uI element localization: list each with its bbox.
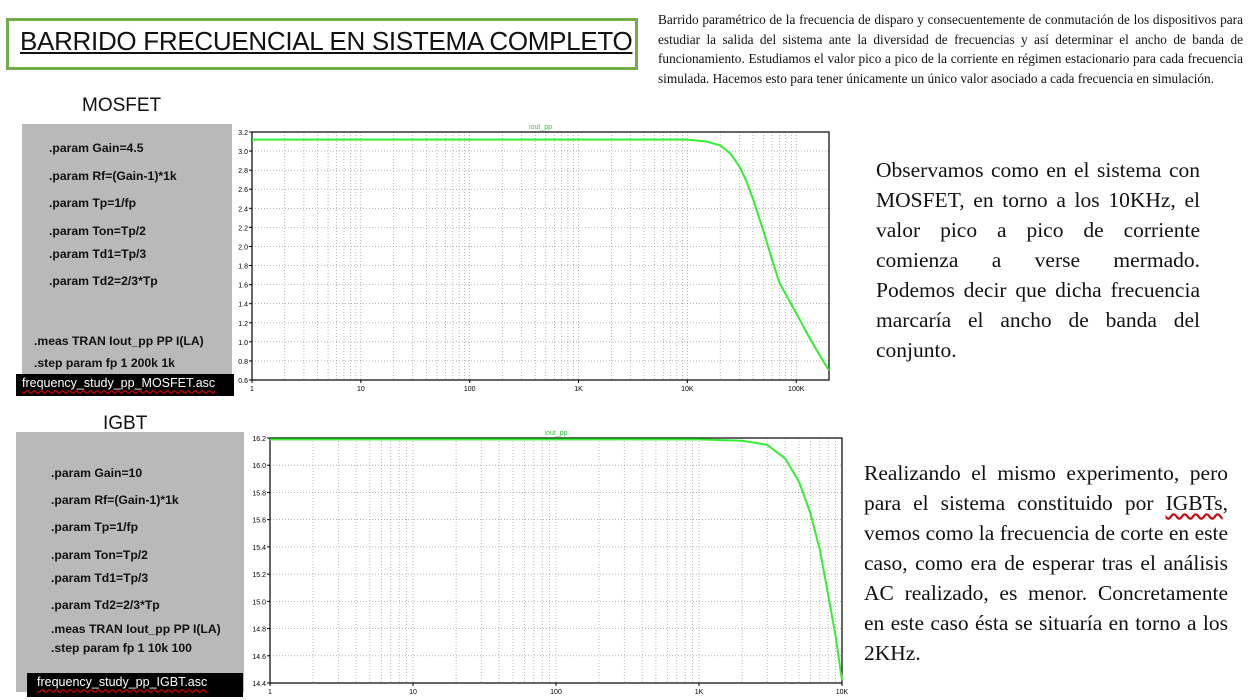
code-line: .param Rf=(Gain-1)*1k (51, 493, 179, 507)
x-tick-label: 1 (250, 386, 254, 393)
y-tick-label: 2.0 (238, 244, 248, 251)
code-line: .param Td1=Tp/3 (51, 571, 149, 585)
y-tick-label: 2.6 (238, 187, 248, 194)
code-line: .param Ton=Tp/2 (51, 548, 148, 562)
code-line: .param Tp=1/fp (49, 196, 137, 210)
x-tick-label: 1K (574, 386, 583, 393)
y-tick-label: 3.2 (238, 130, 248, 137)
y-tick-label: 14.6 (252, 654, 266, 661)
y-tick-label: 1.6 (238, 283, 248, 290)
y-tick-label: 0.8 (238, 359, 248, 366)
code-line: .param Rf=(Gain-1)*1k (49, 169, 177, 183)
y-tick-label: 14.4 (252, 681, 266, 688)
plot-area (252, 132, 829, 380)
y-tick-label: 1.4 (238, 302, 248, 309)
intro-paragraph: Barrido paramétrico de la frecuencia de … (658, 12, 1243, 87)
mosfet-description: Observamos como en el sistema con MOSFET… (876, 158, 1200, 362)
igbt-description: Realizando el mismo experimento, pero pa… (864, 461, 1228, 665)
x-tick-label: 10 (357, 386, 365, 393)
igbt-filename: frequency_study_pp_IGBT.asc (27, 673, 243, 697)
code-line: .param Td2=2/3*Tp (49, 274, 158, 288)
y-tick-label: 15.0 (252, 599, 266, 606)
mosfet-code-panel: .param Gain=4.5 .param Rf=(Gain-1)*1k .p… (22, 124, 232, 380)
code-line: .param Ton=Tp/2 (49, 224, 146, 238)
code-line: .param Gain=4.5 (49, 141, 144, 155)
y-tick-label: 15.6 (252, 518, 266, 525)
x-tick-label: 10K (681, 386, 694, 393)
igbts-word: IGBTs (1165, 491, 1223, 515)
page-title: BARRIDO FRECUENCIAL EN SISTEMA COMPLETO (20, 26, 633, 56)
x-tick-label: 100 (464, 386, 476, 393)
y-tick-label: 16.2 (252, 436, 266, 443)
igbt-chart: 14.4 14.6 14.8 15.0 15.2 15.4 15.6 15.8 16.0 16.2… (252, 430, 849, 696)
y-tick-label: 2.4 (238, 206, 248, 213)
y-tick-label: 2.8 (238, 168, 248, 175)
y-tick-label: 14.8 (252, 627, 266, 634)
code-line: .meas TRAN Iout_pp PP I(LA) (34, 334, 204, 348)
y-tick-label: 15.2 (252, 572, 266, 579)
code-line: .param Tp=1/fp (51, 520, 139, 534)
code-line: .meas TRAN Iout_pp PP I(LA) (51, 622, 221, 636)
x-tick-label: 10 (409, 689, 417, 696)
y-tick-label: 15.8 (252, 490, 266, 497)
code-line: .param Td1=Tp/3 (49, 247, 147, 261)
code-line: .step param fp 1 10k 100 (51, 641, 192, 655)
mosfet-label: MOSFET (82, 95, 162, 116)
x-tick-label: 1K (695, 689, 704, 696)
chart-title: iout_pp (545, 430, 568, 437)
y-tick-label: 15.4 (252, 545, 266, 552)
title-box (6, 18, 638, 70)
y-tick-label: 1.2 (238, 321, 248, 328)
plot-frame (251, 131, 830, 381)
mosfet-filename: frequency_study_pp_MOSFET.asc (16, 374, 234, 396)
code-line: .step param fp 1 200k 1k (34, 356, 175, 370)
code-line: .param Td2=2/3*Tp (51, 598, 160, 612)
mosfet-chart: 0.6 0.8 1.0 1.2 1.4 1.6 1.8 2.0 2.2 2.4 2.6 2.8 3.0 3… (238, 124, 830, 393)
igbt-label: IGBT (103, 413, 148, 434)
igbt-code-panel: .param Gain=10 .param Rf=(Gain-1)*1k .pa… (16, 432, 244, 692)
chart-title: iout_pp (529, 124, 552, 131)
x-tick-label: 100K (788, 386, 805, 393)
y-tick-label: 1.8 (238, 264, 248, 271)
x-tick-label: 10K (836, 689, 849, 696)
code-line: .param Gain=10 (51, 466, 143, 480)
y-tick-label: 1.0 (238, 340, 248, 347)
y-tick-label: 3.0 (238, 149, 248, 156)
y-tick-label: 2.2 (238, 225, 248, 232)
series-line (252, 138, 830, 372)
x-tick-label: 1 (268, 689, 272, 696)
y-tick-label: 0.6 (238, 378, 248, 385)
y-tick-label: 16.0 (252, 463, 266, 470)
x-tick-label: 100 (550, 689, 562, 696)
series-line (270, 438, 843, 681)
